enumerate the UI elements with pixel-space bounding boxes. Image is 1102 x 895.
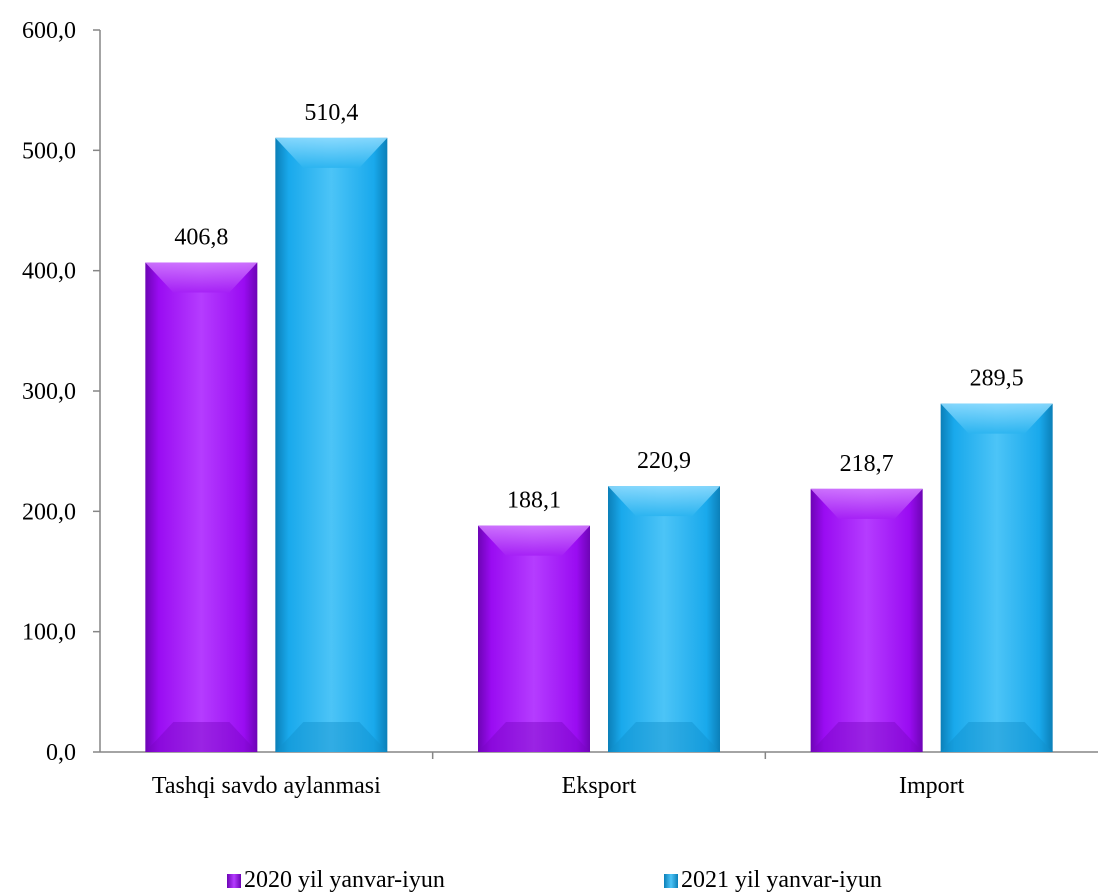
- bar-2020: [478, 525, 590, 752]
- bar-body: [478, 525, 590, 752]
- x-tick-label: Import: [899, 773, 965, 799]
- bar-body: [608, 486, 720, 752]
- bar-body: [810, 488, 923, 752]
- legend-item-2021: 2021 yil yanvar-iyun: [664, 866, 882, 895]
- y-tick-label: 300,0: [22, 379, 76, 405]
- x-tick-label: Eksport: [562, 773, 637, 799]
- data-label: 218,7: [840, 451, 894, 477]
- axes: 0,0 100,0 200,0 300,0 400,0 500,0 600,0 Tashqi …: [22, 18, 1098, 799]
- legend-item-2020: 2020 yil yanvar-iyun: [227, 866, 445, 895]
- data-label: 510,4: [304, 100, 358, 126]
- legend-swatch-2020: [227, 873, 241, 888]
- y-tick-label: 600,0: [22, 18, 76, 44]
- bar-bevel-top: [608, 486, 720, 517]
- y-tick-label: 0,0: [46, 740, 76, 766]
- bar-bevel-top: [275, 137, 388, 168]
- y-tick-label: 200,0: [22, 499, 76, 525]
- bar-bevel-bottom: [478, 722, 590, 752]
- bar-bevel-top: [478, 525, 590, 556]
- bars: [145, 137, 1053, 752]
- bar-bevel-bottom: [810, 722, 923, 752]
- legend-swatch-2021: [664, 873, 678, 888]
- data-labels: 406,8 510,4 188,1 220,9 218,7 289,5: [174, 100, 1023, 514]
- bar-bevel-top: [145, 262, 258, 293]
- bar-bevel-bottom: [275, 722, 388, 752]
- legend: 2020 yil yanvar-iyun 2021 yil yanvar-iyu…: [0, 866, 1102, 895]
- data-label: 406,8: [174, 224, 228, 250]
- chart-svg: 0,0 100,0 200,0 300,0 400,0 500,0 600,0 Tashqi …: [22, 18, 1098, 799]
- y-tick-label: 500,0: [22, 138, 76, 164]
- bar-2020: [145, 262, 258, 752]
- bar-bevel-bottom: [145, 722, 258, 752]
- legend-label-2021: 2021 yil yanvar-iyun: [681, 867, 882, 893]
- data-label: 188,1: [507, 488, 561, 514]
- bar-body: [275, 137, 388, 752]
- bar-bevel-top: [810, 488, 923, 519]
- bar-body: [145, 262, 258, 752]
- bar-2020: [810, 488, 923, 752]
- data-label: 220,9: [637, 448, 691, 474]
- y-tick-label: 100,0: [22, 620, 76, 646]
- bar-2021: [940, 403, 1053, 752]
- legend-label-2020: 2020 yil yanvar-iyun: [244, 867, 445, 893]
- data-label: 289,5: [970, 366, 1024, 392]
- y-tick-label: 400,0: [22, 259, 76, 285]
- bar-2021: [608, 486, 720, 752]
- bar-2021: [275, 137, 388, 752]
- bar-bevel-bottom: [940, 722, 1053, 752]
- bar-body: [940, 403, 1053, 752]
- bar-bevel-bottom: [608, 722, 720, 752]
- x-tick-label: Tashqi savdo aylanmasi: [152, 773, 381, 799]
- bar-bevel-top: [940, 403, 1053, 434]
